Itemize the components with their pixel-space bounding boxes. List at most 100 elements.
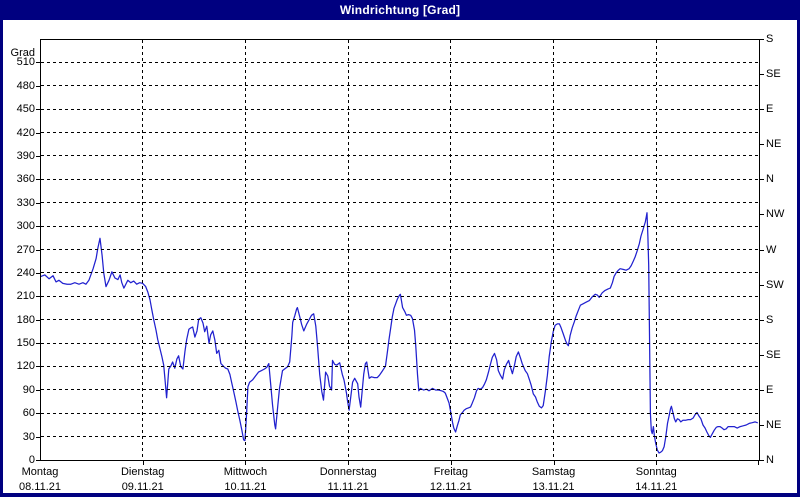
y-tick-label: 450	[16, 103, 35, 116]
y-tick	[36, 366, 40, 368]
y-tick	[36, 109, 40, 111]
y-tick-label: 0	[28, 454, 35, 466]
y-tick	[36, 202, 40, 204]
y-tick-label: 180	[16, 313, 35, 326]
compass-label: SE	[766, 348, 781, 361]
day-date: 14.11.21	[635, 481, 678, 493]
h-gridline	[41, 61, 758, 63]
h-gridline	[41, 272, 758, 274]
window-border-left	[0, 20, 3, 497]
h-gridline	[41, 85, 758, 87]
x-tick	[758, 461, 759, 465]
day-name: Samstag	[531, 466, 576, 478]
wind-direction-line	[41, 212, 758, 454]
window-border-bottom	[0, 493, 800, 497]
day-name: Freitag	[433, 466, 468, 478]
y-tick	[36, 389, 40, 391]
day-date: 09.11.21	[121, 481, 164, 493]
day-date: 12.11.21	[429, 481, 472, 493]
title-bar: Windrichtung [Grad]	[0, 0, 800, 20]
y-tick-label: 240	[16, 266, 35, 279]
compass-tick	[760, 214, 764, 216]
compass-tick	[760, 179, 764, 181]
plot-area	[40, 39, 760, 461]
h-gridline	[41, 225, 758, 227]
h-gridline	[41, 155, 758, 157]
compass-tick	[760, 460, 764, 461]
y-tick	[36, 343, 40, 345]
y-tick	[36, 226, 40, 228]
h-gridline	[41, 249, 758, 250]
v-gridline	[347, 40, 349, 459]
compass-tick	[760, 284, 764, 286]
y-tick-label: 330	[16, 196, 35, 209]
y-tick	[36, 319, 40, 321]
y-tick-label: 210	[16, 290, 35, 303]
h-gridline	[41, 295, 758, 297]
y-tick-label: 270	[16, 243, 35, 256]
compass-tick	[760, 249, 764, 251]
v-gridline	[142, 40, 144, 459]
h-gridline	[41, 389, 758, 391]
window-border-right	[797, 20, 800, 497]
y-tick-label: 30	[22, 430, 35, 443]
compass-label: W	[766, 243, 777, 256]
h-gridline	[41, 412, 758, 414]
y-tick	[36, 296, 40, 298]
compass-tick	[760, 109, 764, 111]
x-tick	[245, 461, 247, 465]
day-date: 11.11.21	[327, 481, 369, 493]
y-tick-label: 90	[22, 383, 35, 396]
compass-label: E	[766, 383, 774, 396]
day-name: Donnerstag	[319, 466, 377, 478]
y-tick	[36, 249, 40, 251]
compass-label: NE	[766, 418, 782, 431]
h-gridline	[41, 342, 758, 344]
y-tick	[36, 436, 40, 438]
day-date: 10.11.21	[224, 481, 267, 493]
y-tick-label: 510	[16, 56, 35, 69]
wind-direction-chart	[41, 212, 758, 454]
h-gridline	[41, 319, 758, 321]
y-tick	[36, 460, 40, 461]
day-date: 08.11.21	[18, 481, 61, 493]
x-tick	[142, 461, 144, 465]
compass-label: E	[766, 103, 774, 116]
compass-label: N	[766, 173, 774, 186]
h-gridline	[41, 178, 758, 180]
v-gridline	[450, 40, 452, 459]
v-gridline	[655, 40, 657, 459]
y-tick-label: 120	[16, 360, 35, 373]
y-tick-label: 60	[22, 407, 35, 420]
x-tick	[656, 461, 658, 465]
x-tick	[553, 461, 555, 465]
day-name: Sonntag	[635, 466, 677, 478]
y-tick	[36, 85, 40, 87]
y-tick-label: 420	[16, 126, 35, 139]
compass-label: SE	[766, 68, 781, 81]
y-tick	[36, 272, 40, 274]
h-gridline	[41, 132, 758, 134]
h-gridline	[41, 202, 758, 204]
day-date: 13.11.21	[532, 481, 575, 493]
compass-label: S	[766, 33, 774, 45]
y-tick	[36, 179, 40, 181]
h-gridline	[41, 108, 758, 110]
h-gridline	[41, 365, 758, 367]
y-tick-label: 360	[16, 173, 35, 186]
day-name: Mittwoch	[223, 466, 268, 478]
window-title: Windrichtung [Grad]	[339, 3, 461, 17]
y-tick-label: 390	[16, 149, 35, 162]
y-tick	[36, 62, 40, 64]
compass-tick	[760, 144, 764, 146]
compass-tick	[760, 39, 764, 40]
y-tick-label: 300	[16, 220, 35, 233]
v-gridline	[553, 40, 555, 459]
compass-label: NW	[766, 208, 785, 221]
compass-label: S	[766, 313, 774, 326]
x-tick	[450, 461, 452, 465]
y-tick	[36, 155, 40, 157]
day-name: Dienstag	[120, 466, 165, 478]
compass-tick	[760, 389, 764, 391]
